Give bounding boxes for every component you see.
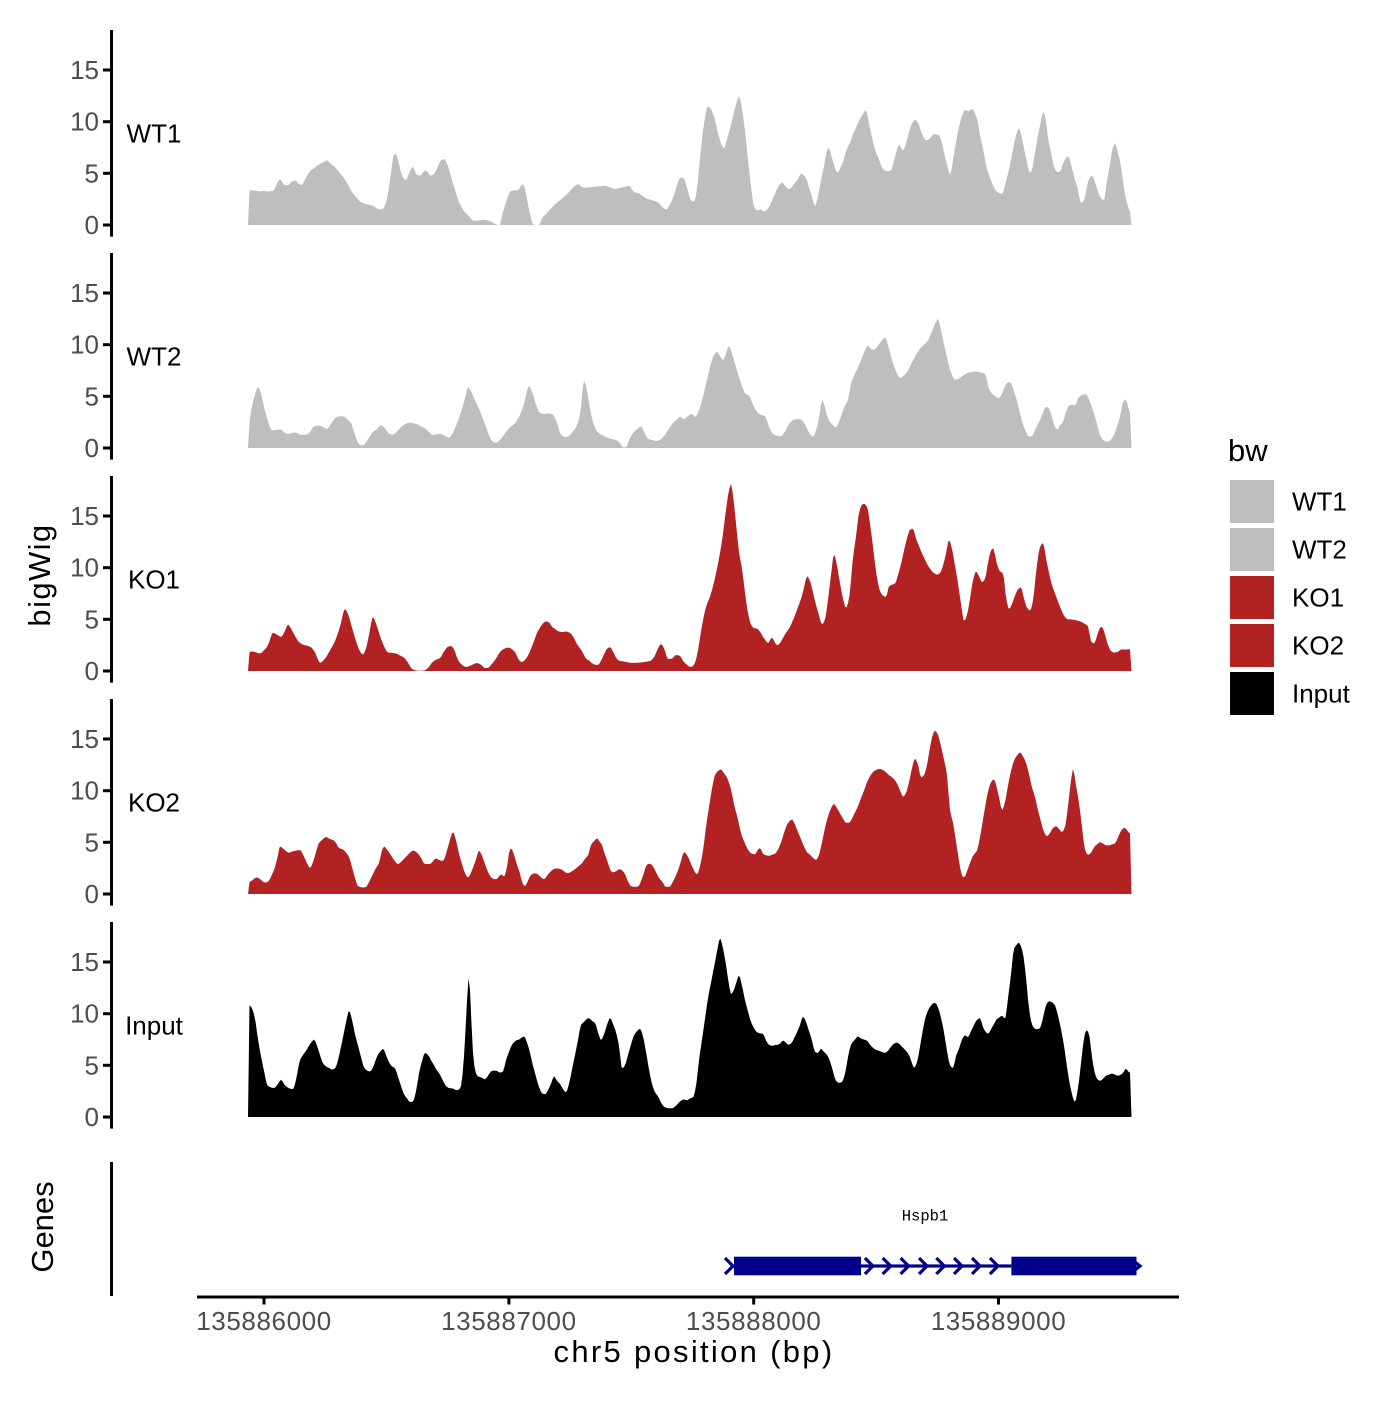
svg-text:15: 15	[70, 724, 99, 754]
svg-text:KO2: KO2	[1292, 631, 1344, 661]
svg-text:10: 10	[70, 330, 99, 360]
svg-text:WT2: WT2	[1292, 535, 1347, 565]
svg-text:135888000: 135888000	[686, 1306, 822, 1336]
svg-text:135889000: 135889000	[931, 1306, 1067, 1336]
svg-text:5: 5	[85, 827, 99, 857]
svg-text:KO2: KO2	[128, 787, 180, 817]
svg-text:135886000: 135886000	[196, 1306, 332, 1336]
svg-text:0: 0	[85, 1102, 99, 1132]
svg-text:0: 0	[85, 879, 99, 909]
svg-text:10: 10	[70, 999, 99, 1029]
svg-text:10: 10	[70, 776, 99, 806]
svg-text:15: 15	[70, 501, 99, 531]
svg-text:5: 5	[85, 1050, 99, 1080]
svg-text:10: 10	[70, 107, 99, 137]
svg-text:WT2: WT2	[127, 341, 182, 371]
svg-text:bw: bw	[1228, 433, 1268, 468]
svg-text:chr5 position (bp): chr5 position (bp)	[554, 1334, 835, 1369]
svg-text:Input: Input	[1292, 679, 1351, 709]
svg-text:15: 15	[70, 278, 99, 308]
svg-text:Genes: Genes	[25, 1181, 60, 1272]
svg-text:WT1: WT1	[127, 118, 182, 148]
svg-text:15: 15	[70, 55, 99, 85]
svg-text:5: 5	[85, 158, 99, 188]
svg-text:KO1: KO1	[1292, 583, 1344, 613]
svg-text:KO1: KO1	[128, 564, 180, 594]
svg-text:bigWig: bigWig	[22, 523, 57, 626]
svg-text:Input: Input	[125, 1010, 184, 1040]
svg-text:0: 0	[85, 433, 99, 463]
svg-text:0: 0	[85, 210, 99, 240]
svg-text:15: 15	[70, 947, 99, 977]
svg-text:5: 5	[85, 381, 99, 411]
svg-text:135887000: 135887000	[441, 1306, 577, 1336]
svg-text:5: 5	[85, 604, 99, 634]
svg-text:WT1: WT1	[1292, 487, 1347, 517]
svg-text:0: 0	[85, 656, 99, 686]
svg-text:Hspb1: Hspb1	[902, 1208, 949, 1226]
svg-text:10: 10	[70, 553, 99, 583]
